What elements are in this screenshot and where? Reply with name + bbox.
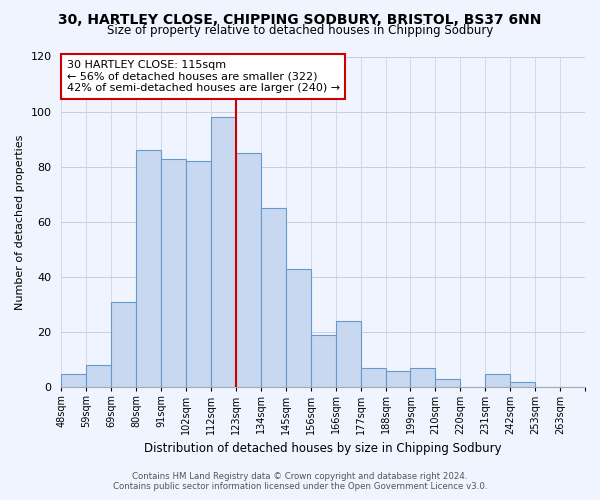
Bar (410, 368, 436, 388)
Bar (386, 371, 410, 388)
Bar (211, 117, 236, 388)
Y-axis label: Number of detached properties: Number of detached properties (15, 134, 25, 310)
Bar (161, 158, 186, 388)
Text: 30, HARTLEY CLOSE, CHIPPING SODBURY, BRISTOL, BS37 6NN: 30, HARTLEY CLOSE, CHIPPING SODBURY, BRI… (58, 12, 542, 26)
Bar (136, 150, 161, 388)
Bar (286, 269, 311, 388)
Bar (361, 368, 386, 388)
Bar (335, 321, 361, 388)
Bar (86, 366, 111, 388)
Bar (111, 302, 136, 388)
Bar (186, 162, 211, 388)
Text: 30 HARTLEY CLOSE: 115sqm
← 56% of detached houses are smaller (322)
42% of semi-: 30 HARTLEY CLOSE: 115sqm ← 56% of detach… (67, 60, 340, 93)
Text: Size of property relative to detached houses in Chipping Sodbury: Size of property relative to detached ho… (107, 24, 493, 37)
Bar (311, 335, 335, 388)
Bar (261, 208, 286, 388)
X-axis label: Distribution of detached houses by size in Chipping Sodbury: Distribution of detached houses by size … (145, 442, 502, 455)
Bar (485, 374, 510, 388)
Bar (510, 382, 535, 388)
Bar (436, 379, 460, 388)
Bar (236, 153, 261, 388)
Bar (61, 374, 86, 388)
Text: Contains HM Land Registry data © Crown copyright and database right 2024.
Contai: Contains HM Land Registry data © Crown c… (113, 472, 487, 491)
